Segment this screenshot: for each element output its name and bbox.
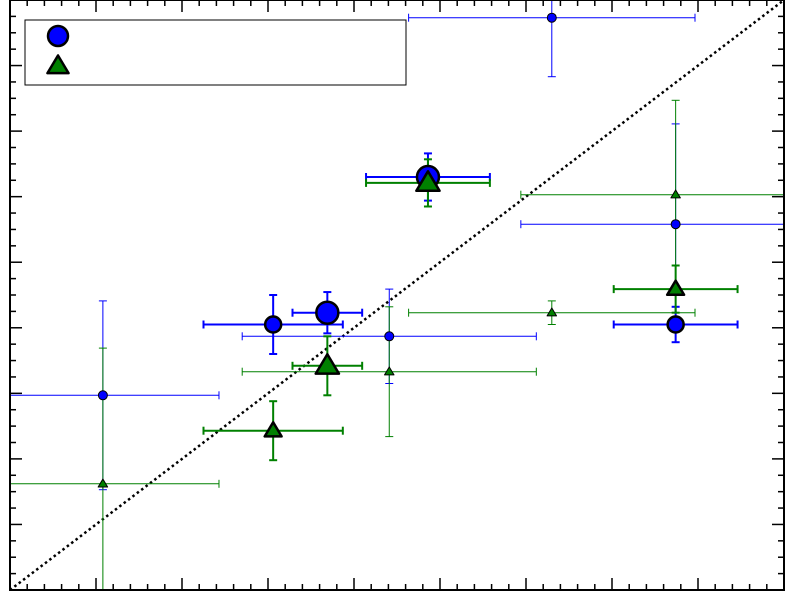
- triangle-marker: [415, 170, 441, 193]
- data-markers: [97, 12, 686, 488]
- triangle-marker: [263, 421, 283, 438]
- circle-marker: [666, 315, 685, 334]
- circle-marker: [315, 300, 340, 325]
- plot-frame: [9, 0, 785, 591]
- legend: [24, 19, 407, 86]
- legend-circle-icon: [46, 24, 70, 48]
- triangle-marker: [97, 478, 109, 488]
- triangle-marker: [546, 307, 558, 317]
- circle-marker: [384, 331, 395, 342]
- legend-triangle-icon: [46, 54, 70, 75]
- circle-marker: [263, 315, 283, 334]
- triangle-marker: [670, 189, 681, 199]
- circle-marker: [97, 390, 108, 401]
- circle-marker: [546, 12, 557, 23]
- circle-marker: [670, 219, 681, 230]
- triangle-marker: [314, 352, 341, 375]
- legend-box: [24, 19, 407, 86]
- triangle-marker: [384, 366, 395, 376]
- triangle-marker: [665, 279, 686, 297]
